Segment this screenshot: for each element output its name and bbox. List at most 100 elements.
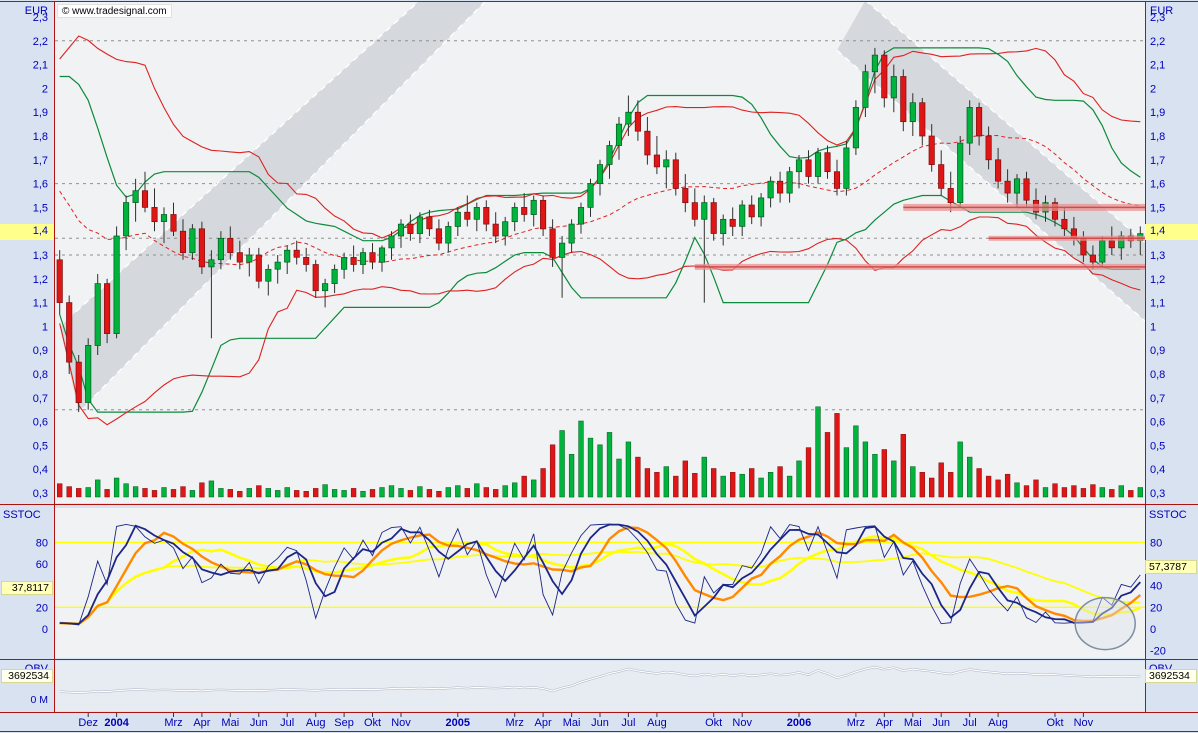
price-axis-title-left: EUR bbox=[24, 5, 48, 17]
candle-body bbox=[312, 264, 319, 292]
volume-bar bbox=[862, 441, 869, 498]
candle-body bbox=[843, 147, 850, 189]
stoch-slow-yellow-line bbox=[59, 534, 1141, 626]
current-price-chip-left: 1,4 bbox=[0, 224, 54, 240]
volume-bar bbox=[1080, 488, 1087, 498]
candle-body bbox=[881, 54, 888, 99]
price-tick-label: 0,8 bbox=[1150, 369, 1165, 381]
candle-body bbox=[739, 204, 746, 227]
price-axis-title-right: EUR bbox=[1150, 5, 1174, 17]
candle-body bbox=[492, 223, 499, 237]
volume-bar bbox=[256, 485, 262, 498]
volume-bar bbox=[95, 479, 101, 498]
sstoc-tick-label: 60 bbox=[36, 559, 48, 571]
candle-body bbox=[66, 302, 73, 363]
candle-body bbox=[957, 142, 964, 203]
candle-body bbox=[369, 252, 376, 263]
volume-bar bbox=[1118, 485, 1124, 498]
candle-body bbox=[540, 199, 547, 230]
candle-body bbox=[1023, 178, 1030, 201]
candle-body bbox=[814, 152, 822, 177]
trend-channel-shading bbox=[59, 2, 485, 413]
price-tick-label: 1,5 bbox=[1150, 202, 1165, 214]
obv-line bbox=[59, 666, 1141, 694]
candle-body bbox=[1108, 240, 1115, 249]
candle-body bbox=[928, 135, 935, 165]
obv-plot-bg bbox=[55, 661, 1145, 711]
candle-body bbox=[303, 257, 310, 265]
candle-body bbox=[568, 223, 575, 244]
volume-bar bbox=[815, 406, 821, 498]
volume-bar bbox=[1023, 485, 1030, 498]
candle-body bbox=[217, 237, 224, 261]
price-tick-label: 1,6 bbox=[33, 179, 48, 191]
volume-bar bbox=[730, 472, 736, 498]
time-tick-label: Mrz bbox=[506, 717, 524, 729]
candle-body bbox=[653, 154, 660, 168]
candle-body bbox=[359, 252, 367, 265]
volume-bar bbox=[1090, 484, 1096, 498]
trendline bbox=[78, 2, 486, 413]
time-tick-label: Mai bbox=[904, 717, 922, 729]
volume-bar bbox=[853, 425, 859, 498]
price-tick-label: 2,3 bbox=[33, 12, 48, 24]
volume-bar bbox=[597, 444, 603, 498]
time-tick-label: Apr bbox=[535, 717, 552, 729]
volume-bar bbox=[910, 466, 916, 498]
stoch-signal-line bbox=[59, 526, 1142, 626]
time-tick-label: Aug bbox=[647, 717, 667, 729]
volume-bar bbox=[673, 475, 679, 498]
time-tick-label: 2006 bbox=[787, 717, 811, 729]
current-price-chip-right: 1,4 bbox=[1145, 224, 1198, 240]
candle-body bbox=[710, 202, 717, 234]
volume-bar bbox=[1033, 479, 1039, 498]
time-tick-label: Jul bbox=[963, 717, 977, 729]
highlight-circle-annotation bbox=[1074, 596, 1136, 651]
volume-bar bbox=[767, 472, 774, 498]
price-tick-label: 1,1 bbox=[33, 298, 48, 310]
candle-body bbox=[151, 207, 158, 223]
sstoc-tick-label: 80 bbox=[1150, 537, 1162, 549]
volume-bar bbox=[189, 490, 196, 498]
volume-bar bbox=[436, 491, 442, 498]
volume-bar bbox=[227, 489, 233, 498]
sstoc-panel bbox=[55, 523, 1145, 651]
volume-bar bbox=[493, 489, 499, 498]
candle-body bbox=[378, 247, 386, 263]
candle-body bbox=[397, 223, 405, 237]
volume-bar bbox=[483, 487, 489, 498]
candle-body bbox=[502, 221, 509, 237]
price-tick-label: 1 bbox=[42, 321, 48, 333]
candle-body bbox=[625, 111, 632, 125]
trendline bbox=[59, 2, 420, 327]
volume-bar bbox=[938, 462, 944, 498]
price-tick-label: 0,5 bbox=[1150, 440, 1165, 452]
candle-body bbox=[729, 218, 736, 227]
time-tick-label: Jul bbox=[621, 717, 635, 729]
candle-body bbox=[786, 171, 793, 194]
volume-bar bbox=[398, 488, 404, 498]
volume-bar bbox=[957, 441, 963, 498]
volume-bar bbox=[1109, 489, 1115, 498]
time-tick-label: Okt bbox=[1046, 717, 1063, 729]
volume-bar bbox=[322, 484, 328, 498]
price-tick-label: 1,3 bbox=[1150, 250, 1165, 262]
volume-bar bbox=[843, 447, 850, 498]
trendline bbox=[836, 49, 1145, 322]
volume-bar bbox=[929, 477, 935, 498]
candle-body bbox=[265, 268, 272, 282]
candle-body bbox=[644, 130, 651, 156]
candle-body bbox=[549, 228, 556, 258]
volume-bar bbox=[85, 487, 91, 498]
candle-body bbox=[511, 207, 518, 223]
time-axis-labels: Dez 2004 Mrz Apr Mai Jun Jul Aug Sep Okt Nov 2005 Mr… bbox=[78, 717, 1093, 729]
price-tick-label: 1,9 bbox=[33, 107, 48, 119]
price-tick-label: 0,7 bbox=[1150, 393, 1165, 405]
volume-bar bbox=[682, 460, 688, 498]
price-tick-label: 2,1 bbox=[33, 60, 48, 72]
stoch-main-line bbox=[59, 523, 1141, 625]
candle-body bbox=[170, 214, 177, 232]
volume-bar bbox=[1052, 483, 1058, 498]
